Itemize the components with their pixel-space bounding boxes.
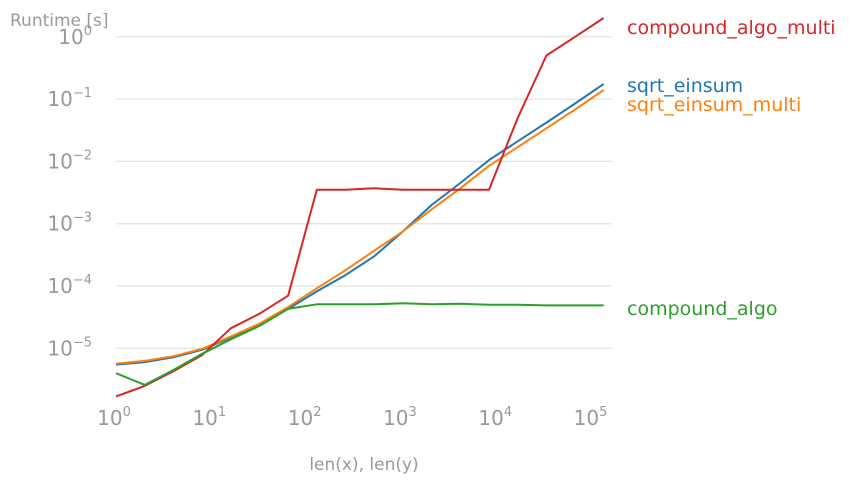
x-axis-label: len(x), len(y) bbox=[309, 455, 418, 475]
series-line-sqrt-einsum-multi bbox=[115, 89, 605, 365]
series-line-compound-algo bbox=[115, 302, 604, 386]
series-label-compound-algo: compound_algo bbox=[627, 298, 778, 320]
series-label-sqrt-einsum: sqrt_einsum bbox=[627, 75, 743, 97]
y-tick-label: 10−3 bbox=[47, 211, 92, 236]
tick-labels: 10−5 10−4 10−3 10−2 10−1 100 100 101 102 103 104 10… bbox=[47, 24, 607, 430]
x-tick-label: 102 bbox=[288, 405, 322, 430]
y-tick-label: 100 bbox=[58, 24, 92, 49]
x-tick-label: 103 bbox=[383, 405, 417, 430]
y-tick-label: 10−4 bbox=[47, 273, 92, 298]
y-tick-label: 10−5 bbox=[47, 335, 92, 360]
series-lines bbox=[115, 17, 605, 398]
y-axis-label: Runtime [s] bbox=[10, 11, 109, 31]
grid bbox=[116, 36, 612, 350]
y-tick-label: 10−2 bbox=[47, 148, 92, 173]
series-label-compound-algo-multi: compound_algo_multi bbox=[627, 17, 836, 39]
series-label-sqrt-einsum-multi: sqrt_einsum_multi bbox=[627, 94, 801, 116]
x-tick-label: 104 bbox=[478, 405, 512, 430]
y-tick-label: 10−1 bbox=[47, 86, 92, 111]
x-tick-label: 100 bbox=[97, 405, 131, 430]
x-tick-label: 105 bbox=[574, 405, 608, 430]
series-line-compound-algo-multi bbox=[115, 17, 605, 398]
x-tick-label: 101 bbox=[192, 405, 226, 430]
